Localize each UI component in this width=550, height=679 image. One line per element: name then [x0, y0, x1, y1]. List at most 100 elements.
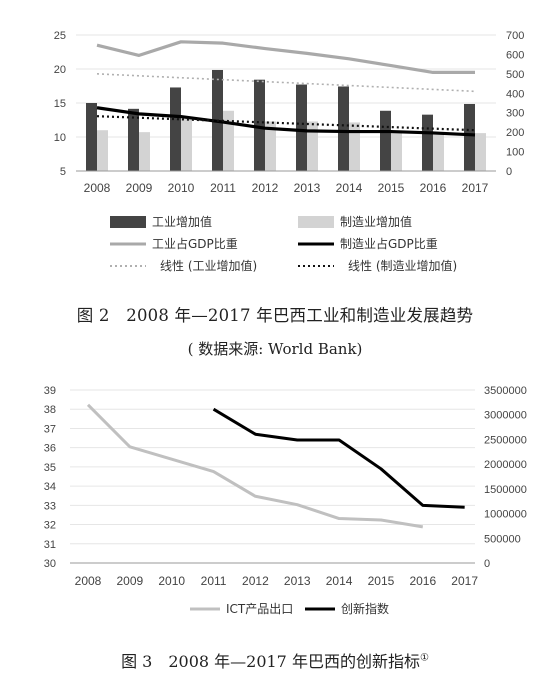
y2-tick-label: 500000 — [484, 533, 521, 545]
y2-tick-label: 3500000 — [484, 385, 527, 397]
y2-tick-label: 700 — [506, 30, 524, 42]
bar — [380, 110, 391, 171]
chart-industry-trend: 5 10 15 20 25 0 100 200 300 400 500 600 700 2008 2009 2… — [54, 30, 525, 273]
x-tick-label: 2015 — [378, 181, 405, 195]
figure2-caption: 图 2 2008 年—2017 年巴西工业和制造业发展趋势 — [76, 306, 474, 325]
footnote-mark: ① — [419, 652, 429, 664]
series-line — [96, 106, 476, 137]
x-tick-label: 2014 — [336, 181, 363, 195]
y2-tick-label: 0 — [506, 166, 512, 178]
bar — [139, 132, 150, 171]
bar — [475, 133, 486, 171]
x-tick-label: 2008 — [75, 574, 102, 588]
bar — [296, 84, 307, 171]
x-tick-label: 2013 — [284, 574, 311, 588]
y-tick-label: 32 — [44, 520, 56, 532]
x-tick-label: 2016 — [409, 574, 436, 588]
legend-label: 线性 (制造业增加值) — [348, 258, 457, 273]
legend-label: ICT产品出口 — [226, 602, 293, 616]
legend-swatch — [298, 216, 334, 228]
bar — [254, 79, 265, 171]
legend-label: 制造业占GDP比重 — [340, 236, 438, 251]
y2-tick-label: 2500000 — [484, 434, 527, 446]
series-line — [86, 403, 424, 529]
bar — [128, 108, 139, 171]
y-tick-label: 15 — [54, 98, 66, 110]
y2-tick-label: 2000000 — [484, 459, 527, 471]
chart1-lines — [96, 40, 476, 137]
y2-tick-label: 100 — [506, 147, 524, 159]
x-tick-label: 2016 — [420, 181, 447, 195]
legend-label: 工业占GDP比重 — [152, 236, 238, 251]
y2-tick-label: 400 — [506, 88, 524, 100]
y-tick-label: 38 — [44, 404, 56, 416]
trend-line — [96, 115, 476, 132]
x-tick-label: 2017 — [451, 574, 478, 588]
x-tick-label: 2017 — [462, 181, 489, 195]
series-line — [212, 407, 465, 509]
bar — [265, 121, 276, 171]
y-tick-label: 34 — [44, 481, 56, 493]
legend-label: 制造业增加值 — [340, 214, 412, 229]
y-tick-label: 30 — [44, 558, 56, 570]
y-tick-label: 10 — [54, 132, 66, 144]
y2-tick-label: 0 — [484, 558, 490, 570]
y2-tick-label: 1500000 — [484, 484, 527, 496]
y2-tick-label: 3000000 — [484, 410, 527, 422]
figure3-caption: 图 3 2008 年—2017 年巴西的创新指标① — [0, 648, 550, 672]
figure3-caption-text: 图 3 2008 年—2017 年巴西的创新指标 — [121, 652, 420, 671]
y-tick-label: 35 — [44, 462, 56, 474]
y-tick-label: 36 — [44, 443, 56, 455]
legend-label: 创新指数 — [341, 601, 389, 616]
x-tick-label: 2011 — [210, 181, 236, 195]
y-tick-label: 39 — [44, 385, 56, 397]
y2-tick-label: 1000000 — [484, 509, 527, 521]
legend-swatch — [110, 216, 146, 228]
x-tick-label: 2009 — [116, 574, 143, 588]
bar — [97, 130, 108, 171]
bar — [433, 133, 444, 171]
x-tick-label: 2014 — [326, 574, 353, 588]
x-tick-label: 2010 — [168, 181, 195, 195]
trend-line — [96, 73, 476, 93]
bar — [349, 122, 360, 171]
y2-tick-label: 200 — [506, 127, 524, 139]
bar — [391, 131, 402, 171]
bar — [170, 87, 181, 171]
y-tick-label: 20 — [54, 64, 66, 76]
y-tick-label: 5 — [60, 166, 66, 178]
chart2-gridlines — [70, 389, 475, 564]
x-tick-label: 2015 — [368, 574, 395, 588]
bar — [223, 110, 234, 171]
legend-label: 工业增加值 — [152, 214, 212, 229]
y2-tick-label: 500 — [506, 69, 524, 81]
bar — [86, 103, 97, 171]
y-tick-label: 33 — [44, 500, 56, 512]
bar — [307, 121, 318, 171]
y2-tick-label: 600 — [506, 49, 524, 61]
bar — [338, 86, 349, 171]
x-tick-label: 2012 — [242, 574, 269, 588]
bar — [181, 118, 192, 171]
x-tick-label: 2008 — [84, 181, 111, 195]
x-tick-label: 2011 — [201, 574, 227, 588]
bar — [422, 114, 433, 171]
legend-label: 线性 (工业增加值) — [160, 258, 257, 273]
x-tick-label: 2009 — [126, 181, 153, 195]
x-tick-label: 2013 — [294, 181, 321, 195]
y-tick-label: 31 — [44, 539, 56, 551]
y-tick-label: 37 — [44, 423, 56, 435]
y-tick-label: 25 — [54, 30, 66, 42]
chart2-lines — [86, 403, 465, 529]
y2-tick-label: 300 — [506, 108, 524, 120]
x-tick-label: 2010 — [158, 574, 185, 588]
bar — [464, 103, 475, 171]
chart2-axes: 30 31 32 33 34 35 36 37 38 39 0 500000 1000000 150000… — [44, 385, 527, 588]
x-tick-label: 2012 — [252, 181, 279, 195]
series-line — [96, 40, 475, 75]
chart2-legend: ICT产品出口 创新指数 — [190, 601, 389, 616]
figure2-source: ( 数据来源: World Bank) — [187, 340, 363, 358]
chart1-axes: 5 10 15 20 25 0 100 200 300 400 500 600 700 2008 2009 2… — [54, 30, 525, 195]
